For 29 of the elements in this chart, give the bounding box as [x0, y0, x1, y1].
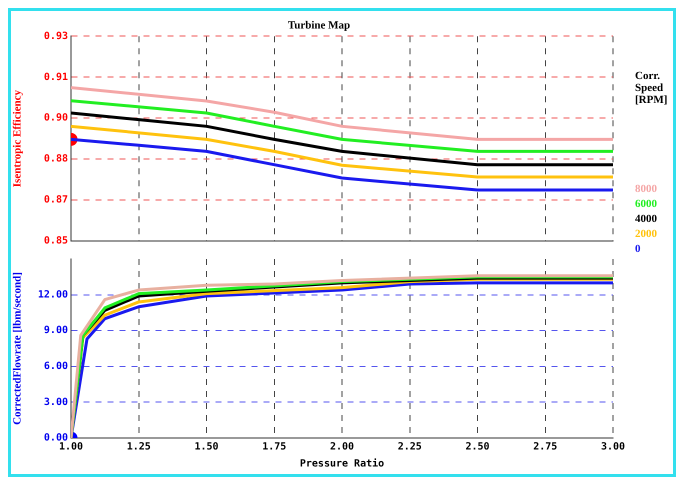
text: 2000	[635, 227, 658, 242]
y-tick-label: 0.93	[44, 30, 68, 42]
x-tick-label: 2.75	[533, 442, 558, 453]
y-tick-label: 12.00	[38, 289, 68, 300]
x-tick-label: 2.50	[465, 442, 490, 453]
x-tick-label: 1.00	[58, 442, 84, 453]
y-tick-label: 0.87	[44, 194, 68, 206]
x-axis-title: Pressure Ratio	[300, 458, 384, 470]
y-tick-label: 3.00	[44, 396, 68, 408]
text: 4000	[635, 212, 658, 227]
x-tick-label: 3.00	[600, 442, 626, 453]
y-tick-label: 0.90	[44, 112, 68, 124]
y-tick-label: 6.00	[44, 360, 68, 372]
y-tick-label: 0.91	[44, 72, 68, 83]
y-axis-title: CorrectedFlowrate [lbm/second]	[11, 272, 24, 425]
y-tick-label: 0.85	[44, 236, 68, 247]
y-tick-label: 0.88	[44, 154, 68, 165]
x-tick-label: 1.75	[262, 442, 286, 453]
chart-title: Turbine Map	[288, 19, 350, 32]
x-tick-label: 1.25	[126, 442, 151, 453]
x-tick-label: 2.00	[330, 442, 354, 453]
text: 8000	[635, 182, 658, 197]
y-tick-label: 9.00	[44, 325, 68, 336]
x-tick-label: 2.25	[398, 442, 422, 453]
text: 0	[635, 242, 642, 257]
y-axis-title: Isentropic Efficiency	[11, 89, 24, 188]
x-tick-label: 1.50	[194, 442, 219, 453]
legend-title: Corr. Speed [RPM]	[635, 70, 668, 106]
text: 6000	[635, 197, 658, 212]
